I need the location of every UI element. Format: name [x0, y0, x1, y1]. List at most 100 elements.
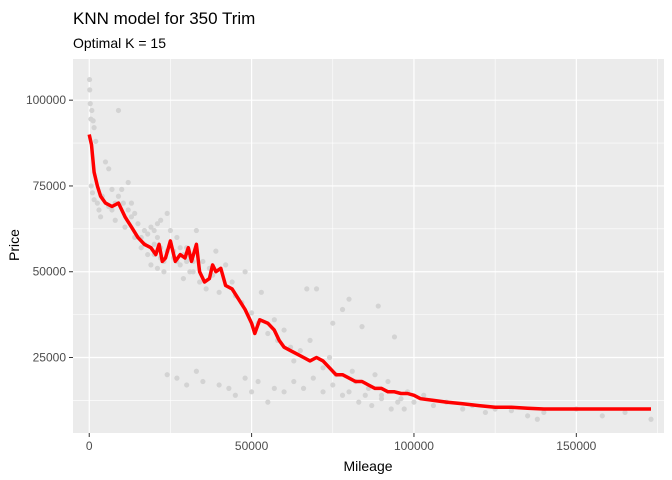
data-point: [265, 399, 271, 405]
x-axis-ticks: 0 50000 100000 150000: [86, 433, 597, 453]
data-point: [122, 224, 128, 230]
data-point: [193, 227, 199, 234]
y-tick-label: 50000: [33, 265, 67, 279]
data-point: [106, 166, 112, 172]
data-point: [330, 382, 336, 388]
chart-title: KNN model for 350 Trim: [73, 9, 255, 28]
data-point: [151, 241, 157, 247]
data-point: [148, 224, 154, 230]
data-point: [372, 372, 378, 378]
y-tick-label: 25000: [33, 351, 67, 365]
data-point: [385, 378, 391, 385]
x-axis-title: Mileage: [343, 458, 392, 474]
data-point: [180, 275, 187, 282]
data-point: [430, 402, 437, 409]
data-point: [346, 296, 352, 302]
data-point: [291, 358, 297, 364]
data-point: [242, 269, 248, 275]
data-point: [482, 409, 489, 416]
data-point: [648, 416, 654, 422]
data-point: [271, 385, 277, 391]
data-point: [161, 269, 167, 275]
data-point: [421, 392, 427, 398]
data-point: [388, 406, 394, 412]
data-point: [242, 375, 248, 381]
data-point: [599, 413, 605, 419]
data-point: [88, 183, 94, 189]
minor-gridlines: [73, 59, 664, 433]
data-point: [508, 408, 514, 414]
chart-subtitle: Optimal K = 15: [73, 35, 166, 51]
data-point: [120, 200, 126, 206]
data-point: [128, 200, 135, 206]
data-point: [187, 269, 193, 275]
x-tick-label: 0: [86, 439, 93, 453]
data-point: [119, 186, 125, 192]
data-point: [112, 217, 118, 223]
data-point: [330, 320, 336, 326]
data-point: [281, 389, 287, 395]
data-point: [203, 286, 209, 292]
data-point: [154, 234, 161, 241]
data-point: [320, 389, 326, 395]
data-point: [265, 330, 271, 337]
data-point: [164, 210, 170, 217]
data-point: [158, 217, 164, 223]
data-point: [281, 327, 287, 333]
data-point: [115, 193, 122, 199]
data-point: [174, 375, 180, 381]
data-point: [109, 186, 115, 192]
data-point: [93, 138, 99, 144]
data-point: [339, 392, 346, 398]
data-point: [541, 409, 547, 416]
data-point: [369, 402, 375, 409]
data-point: [193, 368, 199, 374]
data-point: [525, 413, 531, 419]
data-point: [375, 303, 381, 309]
data-point: [145, 251, 151, 258]
x-tick-label: 100000: [394, 439, 434, 453]
data-point: [460, 406, 466, 412]
knn-fit-line: [87, 134, 651, 411]
data-point: [297, 348, 303, 354]
data-point: [200, 378, 206, 385]
data-point: [223, 262, 229, 268]
data-point: [401, 406, 407, 412]
data-point: [109, 207, 115, 213]
data-point: [248, 389, 255, 395]
x-tick-label: 50000: [235, 439, 269, 453]
data-point: [213, 248, 219, 254]
data-point: [167, 227, 174, 234]
data-point: [154, 265, 161, 271]
data-point: [378, 396, 385, 402]
data-point: [132, 210, 138, 217]
data-point: [349, 368, 355, 374]
data-point: [391, 334, 398, 340]
data-point: [326, 354, 333, 361]
data-point: [304, 286, 310, 292]
data-point: [91, 125, 97, 131]
data-point: [200, 258, 206, 265]
data-point: [216, 382, 222, 388]
data-point: [307, 337, 313, 343]
y-tick-label: 75000: [33, 179, 67, 193]
data-point: [148, 262, 154, 268]
data-point: [356, 399, 362, 405]
data-point: [151, 227, 157, 234]
data-point: [87, 87, 93, 93]
data-point: [94, 200, 100, 206]
data-point: [86, 76, 93, 83]
data-point: [248, 310, 255, 316]
data-point: [216, 289, 222, 295]
data-point: [125, 207, 131, 213]
data-point: [197, 279, 203, 285]
x-tick-label: 150000: [556, 439, 596, 453]
major-gridlines: [73, 59, 664, 433]
data-point: [310, 375, 316, 381]
data-point: [346, 389, 352, 395]
data-point: [320, 365, 326, 371]
data-point: [98, 214, 104, 220]
y-axis-ticks: 25000 50000 75000 100000: [26, 93, 73, 365]
data-point: [398, 396, 404, 402]
